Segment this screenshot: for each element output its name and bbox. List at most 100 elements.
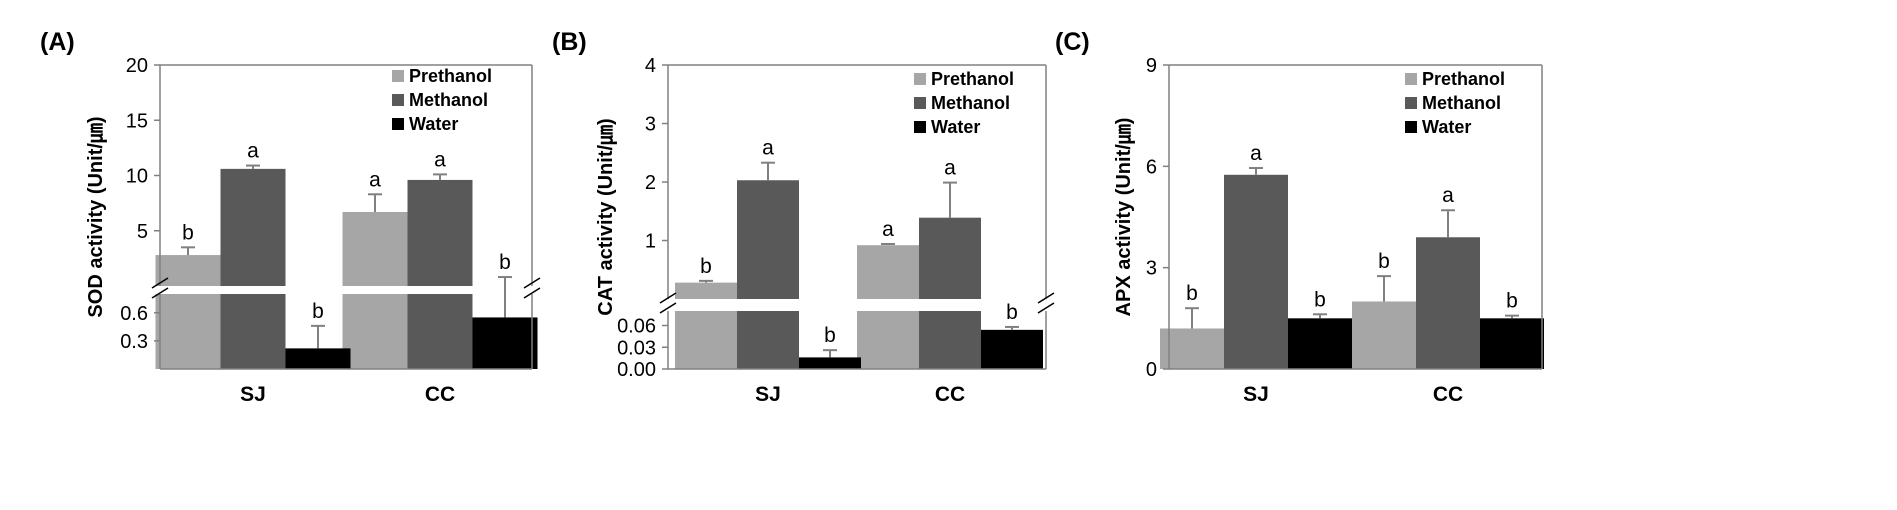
- axis-break-mark: [151, 287, 169, 299]
- y-tick-label: 20: [126, 55, 148, 77]
- bar: [919, 311, 981, 369]
- legend-label: Methanol: [409, 90, 488, 110]
- bar: [472, 317, 538, 369]
- y-tick-label: 0.06: [617, 316, 656, 338]
- significance-letter: a: [247, 140, 259, 163]
- bar: [1160, 328, 1224, 369]
- chart-panel-1: (B)CAT activity (Unit/㎛) baaabb43210.060.…: [552, 28, 1055, 406]
- axis-break-mark: [523, 277, 541, 289]
- y-tick-label: 15: [126, 110, 148, 132]
- axis-break-mark: [1037, 302, 1055, 314]
- legend-swatch: [914, 73, 926, 85]
- bar: [342, 294, 408, 369]
- bar: [919, 217, 981, 299]
- bar: [285, 348, 351, 369]
- y-tick-label: 5: [137, 221, 148, 243]
- legend-swatch: [914, 121, 926, 133]
- x-tick-label: CC: [1433, 383, 1463, 406]
- bar: [155, 294, 221, 369]
- bar: [155, 255, 221, 286]
- bar: [737, 311, 799, 369]
- legend-swatch: [914, 97, 926, 109]
- y-tick-label: 0: [1146, 359, 1157, 381]
- bar: [220, 168, 286, 286]
- legend-label: Water: [931, 117, 980, 137]
- y-tick-label: 1: [645, 231, 656, 253]
- significance-letter: b: [700, 255, 712, 278]
- bar: [857, 311, 919, 369]
- bar: [799, 357, 861, 369]
- legend-label: Methanol: [931, 93, 1010, 113]
- bar: [1416, 237, 1480, 369]
- legend-swatch: [392, 94, 404, 106]
- legend-swatch: [392, 70, 404, 82]
- legend-label: Water: [409, 114, 458, 134]
- significance-letter: a: [944, 157, 956, 180]
- axis-break-mark: [151, 277, 169, 289]
- legend-label: Prethanol: [931, 69, 1014, 89]
- y-tick-label: 0.3: [120, 331, 148, 353]
- legend-label: Prethanol: [1422, 69, 1505, 89]
- bar: [1224, 174, 1288, 369]
- significance-letter: a: [1442, 184, 1454, 207]
- x-tick-label: SJ: [1243, 383, 1269, 406]
- significance-letter: b: [1006, 301, 1018, 324]
- axis-break-mark: [523, 287, 541, 299]
- legend-label: Methanol: [1422, 93, 1501, 113]
- axis-break-mark: [1037, 292, 1055, 304]
- panel-label: (B): [552, 28, 587, 56]
- significance-letter: b: [1186, 282, 1198, 305]
- bar: [737, 180, 799, 299]
- y-tick-label: 10: [126, 166, 148, 188]
- panel-label: (C): [1055, 28, 1090, 56]
- significance-letter: a: [882, 218, 894, 241]
- significance-letter: b: [312, 300, 324, 323]
- bar: [1352, 301, 1416, 369]
- legend-swatch: [1405, 121, 1417, 133]
- bar: [675, 311, 737, 369]
- significance-letter: b: [1314, 288, 1326, 311]
- y-tick-label: 0.03: [617, 337, 656, 359]
- y-tick-label: 9: [1146, 55, 1157, 77]
- bar: [1288, 318, 1352, 369]
- significance-letter: b: [824, 324, 836, 347]
- bar: [675, 282, 737, 299]
- y-axis-title: APX activity (Unit/㎛): [1113, 118, 1135, 317]
- chart-panel-2: (C) APX activity (Unit/㎛) b b a a b b 0 3 6 9 SJ CC Pr…: [1055, 28, 1544, 406]
- significance-letter: b: [1506, 290, 1518, 313]
- y-axis-title: SOD activity (Unit/㎛): [85, 116, 107, 317]
- y-tick-label: 4: [645, 55, 656, 77]
- y-tick-label: 6: [1146, 156, 1157, 178]
- significance-letter: a: [369, 168, 381, 191]
- significance-letter: a: [1250, 142, 1262, 165]
- bar: [1480, 318, 1544, 369]
- bar: [407, 179, 473, 286]
- legend-label: Prethanol: [409, 66, 492, 86]
- legend-swatch: [1405, 97, 1417, 109]
- significance-letter: a: [434, 148, 446, 171]
- bar: [407, 294, 473, 369]
- x-tick-label: CC: [425, 383, 455, 406]
- legend-swatch: [392, 118, 404, 130]
- y-axis-title: CAT activity (Unit/㎛): [595, 118, 617, 315]
- legend-swatch: [1405, 73, 1417, 85]
- legend-label: Water: [1422, 117, 1471, 137]
- axis-break-mark: [659, 292, 677, 304]
- significance-letter: a: [762, 137, 774, 160]
- y-tick-label: 3: [1146, 258, 1157, 280]
- bar: [342, 211, 408, 286]
- significance-letter: b: [499, 251, 511, 274]
- y-tick-label: 3: [645, 114, 656, 136]
- chart-panel-0: (A) SOD activity (Unit/㎛) b a a a b b 20 15 10 5 0.6…: [40, 28, 541, 406]
- x-tick-label: SJ: [755, 383, 781, 406]
- panel-label: (A): [40, 28, 75, 56]
- x-tick-label: SJ: [240, 383, 266, 406]
- y-tick-label: 2: [645, 172, 656, 194]
- y-tick-label: 0.6: [120, 303, 148, 325]
- bar: [857, 245, 919, 299]
- bar: [981, 329, 1043, 369]
- bar: [220, 294, 286, 369]
- x-tick-label: CC: [935, 383, 965, 406]
- y-tick-label: 0.00: [617, 359, 656, 381]
